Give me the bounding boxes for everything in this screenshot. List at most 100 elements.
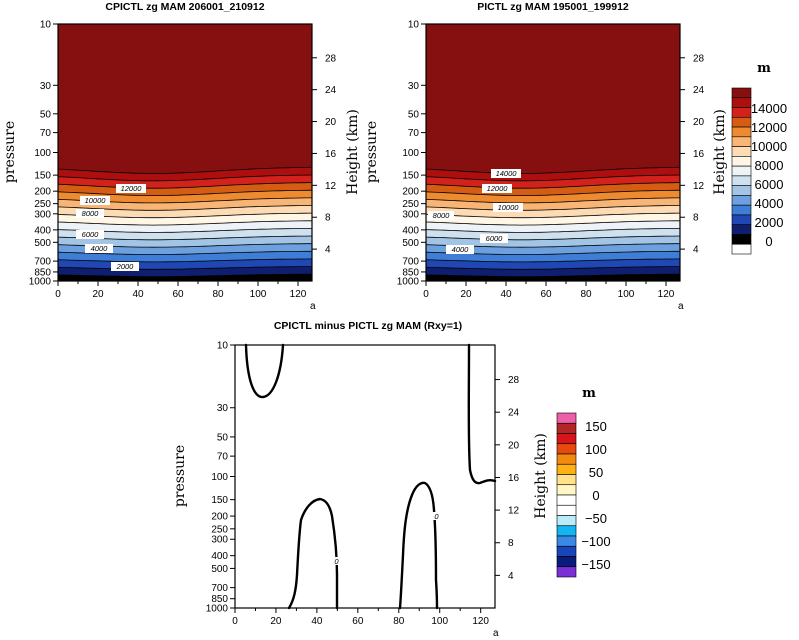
height-tick-label: 8 xyxy=(325,213,331,224)
height-tick-label: 12 xyxy=(508,506,520,517)
x-tick-label: 120 xyxy=(290,289,307,300)
colorbar-box xyxy=(556,504,577,516)
x-tick-label: 120 xyxy=(658,289,675,300)
contour-line xyxy=(58,174,312,182)
height-tick-label: 16 xyxy=(325,149,337,160)
colorbar-label: 0 xyxy=(592,488,599,503)
colorbar-box xyxy=(731,146,752,157)
colorbar-box xyxy=(556,463,577,475)
height-tick-label: 4 xyxy=(325,245,331,256)
colorbar-box xyxy=(731,224,752,235)
y-tick-label: 200 xyxy=(34,187,51,198)
x-tick-label: 60 xyxy=(540,289,552,300)
x-tick-label: 100 xyxy=(250,289,267,300)
x-tick-label: 20 xyxy=(460,289,472,300)
contour-label: 12000 xyxy=(121,184,143,193)
colorbar-box xyxy=(556,515,577,527)
height-tick-label: 28 xyxy=(693,53,705,64)
contour-label: 10000 xyxy=(498,203,520,212)
contour-line xyxy=(426,166,680,174)
x-tick-label: 20 xyxy=(270,616,282,627)
contour-line xyxy=(58,258,312,263)
height-tick-label: 4 xyxy=(508,571,514,582)
contour-line xyxy=(58,166,312,174)
colorbar-labels: 150 100 50 0 −50 −100 −150 xyxy=(581,419,610,572)
height-tick-label: 16 xyxy=(508,473,520,484)
fill-band xyxy=(426,274,680,281)
y-tick-label: 30 xyxy=(408,81,420,92)
y-tick-label: 300 xyxy=(211,535,228,546)
zero-contours xyxy=(244,343,497,610)
colorbar-box xyxy=(556,494,577,506)
colorbar-box xyxy=(731,107,752,118)
y-tick-label: 1000 xyxy=(206,604,229,615)
colorbar-label: 12000 xyxy=(751,120,787,135)
y-tick-label: 300 xyxy=(34,209,51,220)
colorbar-box xyxy=(556,422,577,434)
colorbar-box xyxy=(556,443,577,455)
y-tick-label: 700 xyxy=(34,257,51,268)
contour-line xyxy=(58,220,312,226)
colorbar-label: 50 xyxy=(589,465,603,480)
contour-line xyxy=(58,266,312,270)
height-tick-label: 24 xyxy=(508,408,520,419)
y-tick-label: 100 xyxy=(211,472,228,483)
contour-label: 6000 xyxy=(82,230,100,239)
y-tick-label: 500 xyxy=(34,238,51,249)
fill-band xyxy=(58,274,312,281)
contour-line xyxy=(58,189,312,196)
colorbar-diff: m 150 100 50 0 −50 −100 −150 xyxy=(556,386,611,578)
contour-line xyxy=(426,273,680,277)
colorbar-labels: 14000 12000 10000 8000 6000 4000 2000 0 xyxy=(751,101,787,249)
y-tick-label: 1000 xyxy=(397,277,420,288)
height-tick-label: 28 xyxy=(508,375,520,386)
panel-title: CPICTL minus PICTL zg MAM (Rxy=1) xyxy=(274,320,462,332)
colorbar-box xyxy=(556,474,577,486)
contour-line xyxy=(426,228,680,233)
colorbar-box xyxy=(556,556,577,568)
y-tick-label: 500 xyxy=(211,564,228,575)
y-tick-label: 250 xyxy=(34,199,51,210)
height-tick-label: 20 xyxy=(325,117,337,128)
x-tick-label: 0 xyxy=(232,616,238,627)
contour-label: 4000 xyxy=(452,245,470,254)
plot-background xyxy=(235,345,495,608)
y-tick-label: 10 xyxy=(408,20,420,31)
x-tick-label: 0 xyxy=(55,289,61,300)
colorbar-box xyxy=(556,412,577,424)
right-axis-label: Height (km) xyxy=(712,109,728,195)
y-tick-label: 10 xyxy=(217,341,229,352)
colorbar-box xyxy=(556,566,577,578)
y-tick-label: 400 xyxy=(34,225,51,236)
y-tick-label: 400 xyxy=(211,551,228,562)
y-tick-label: 10 xyxy=(40,20,52,31)
contour-line xyxy=(426,205,680,211)
colorbar-box xyxy=(556,525,577,537)
contour-line xyxy=(58,182,312,189)
y-axis-label: pressure xyxy=(172,445,188,507)
colorbar-box xyxy=(731,136,752,147)
height-tick-label: 20 xyxy=(508,440,520,451)
colorbar-box xyxy=(731,214,752,226)
height-tick-label: 24 xyxy=(325,85,337,96)
y-tick-label: 70 xyxy=(40,128,52,139)
colorbar-unit: m xyxy=(757,61,771,76)
colorbar-label: 8000 xyxy=(755,158,784,173)
contour-label: 8000 xyxy=(82,209,100,218)
right-axis-label: Height (km) xyxy=(533,433,549,519)
colorbar-label: 4000 xyxy=(755,196,784,211)
y-tick-label: 700 xyxy=(402,257,419,268)
contour-line xyxy=(58,250,312,255)
x-tick-label: 80 xyxy=(212,289,224,300)
contour-line xyxy=(58,205,312,211)
colorbar-box xyxy=(556,433,577,445)
x-tick-label: 40 xyxy=(311,616,323,627)
colorbar-box xyxy=(731,87,752,99)
contour-label: 14000 xyxy=(496,169,518,178)
x-tick-label: 0 xyxy=(423,289,429,300)
colorbar-box xyxy=(731,126,752,138)
contour-line xyxy=(398,481,439,610)
x-tick-label: 120 xyxy=(472,616,489,627)
